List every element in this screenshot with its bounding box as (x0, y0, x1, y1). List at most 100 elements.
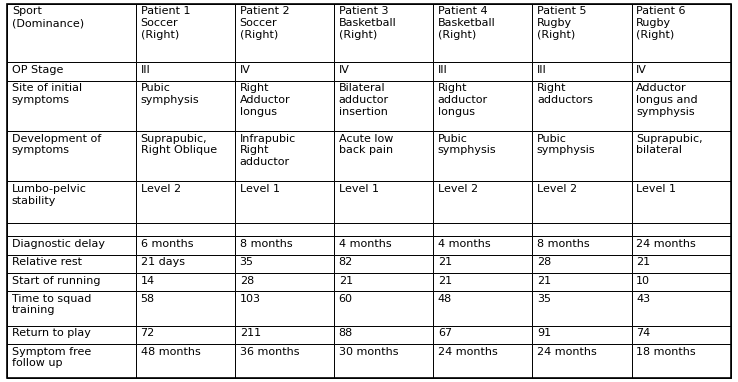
Text: 21: 21 (537, 275, 551, 286)
Bar (7, 223, 136, 236)
Bar (7, 4, 136, 62)
Bar (136, 236, 235, 255)
Text: 8 months: 8 months (537, 239, 590, 249)
Text: 28: 28 (240, 275, 254, 286)
Text: 21: 21 (339, 275, 353, 286)
Text: IV: IV (240, 65, 250, 75)
Bar (235, 344, 334, 378)
Bar (235, 291, 334, 325)
Bar (7, 181, 136, 223)
Bar (334, 325, 433, 344)
Bar (136, 4, 235, 62)
Text: Patient 3
Basketball
(Right): Patient 3 Basketball (Right) (339, 6, 396, 40)
Bar (433, 62, 532, 81)
Text: OP Stage: OP Stage (12, 65, 63, 75)
Bar (136, 223, 235, 236)
Text: 67: 67 (438, 328, 452, 338)
Text: Level 2: Level 2 (537, 184, 577, 194)
Bar (235, 181, 334, 223)
Text: 58: 58 (140, 294, 155, 304)
Bar (532, 4, 632, 62)
Text: Time to squad
training: Time to squad training (12, 294, 92, 316)
Text: 48: 48 (438, 294, 452, 304)
Text: Acute low
back pain: Acute low back pain (339, 134, 393, 155)
Text: Bilateral
adductor
insertion: Bilateral adductor insertion (339, 83, 389, 117)
Bar (433, 236, 532, 255)
Text: 30 months: 30 months (339, 346, 399, 356)
Text: 8 months: 8 months (240, 239, 292, 249)
Bar (136, 181, 235, 223)
Bar (532, 81, 632, 131)
Text: 36 months: 36 months (240, 346, 299, 356)
Bar (235, 131, 334, 181)
Bar (334, 273, 433, 291)
Bar (433, 325, 532, 344)
Text: 24 months: 24 months (636, 239, 696, 249)
Bar (235, 223, 334, 236)
Bar (136, 344, 235, 378)
Bar (532, 273, 632, 291)
Text: 24 months: 24 months (537, 346, 596, 356)
Bar (632, 223, 731, 236)
Bar (7, 344, 136, 378)
Bar (632, 273, 731, 291)
Bar (532, 181, 632, 223)
Text: 91: 91 (537, 328, 551, 338)
Text: Patient 4
Basketball
(Right): Patient 4 Basketball (Right) (438, 6, 495, 40)
Bar (7, 291, 136, 325)
Bar (532, 62, 632, 81)
Bar (433, 4, 532, 62)
Text: Symptom free
follow up: Symptom free follow up (12, 346, 91, 368)
Bar (632, 291, 731, 325)
Text: III: III (438, 65, 447, 75)
Bar (532, 255, 632, 273)
Text: IV: IV (339, 65, 350, 75)
Bar (7, 236, 136, 255)
Bar (136, 291, 235, 325)
Text: 28: 28 (537, 257, 551, 267)
Text: 88: 88 (339, 328, 353, 338)
Text: 72: 72 (140, 328, 155, 338)
Text: Site of initial
symptoms: Site of initial symptoms (12, 83, 82, 105)
Text: Development of
symptoms: Development of symptoms (12, 134, 101, 155)
Bar (632, 236, 731, 255)
Bar (433, 255, 532, 273)
Text: Level 2: Level 2 (438, 184, 478, 194)
Bar (632, 62, 731, 81)
Text: 14: 14 (140, 275, 155, 286)
Bar (334, 131, 433, 181)
Text: 60: 60 (339, 294, 353, 304)
Bar (235, 81, 334, 131)
Bar (532, 223, 632, 236)
Bar (7, 62, 136, 81)
Text: 21: 21 (636, 257, 650, 267)
Bar (632, 255, 731, 273)
Text: 24 months: 24 months (438, 346, 497, 356)
Text: Suprapubic,
Right Oblique: Suprapubic, Right Oblique (140, 134, 217, 155)
Bar (235, 273, 334, 291)
Text: Level 2: Level 2 (140, 184, 181, 194)
Bar (7, 325, 136, 344)
Text: Sport
(Dominance): Sport (Dominance) (12, 6, 84, 28)
Text: Right
Adductor
longus: Right Adductor longus (240, 83, 290, 117)
Text: Patient 2
Soccer
(Right): Patient 2 Soccer (Right) (240, 6, 289, 40)
Text: 74: 74 (636, 328, 650, 338)
Text: Right
adductor
longus: Right adductor longus (438, 83, 488, 117)
Text: Pubic
symphysis: Pubic symphysis (438, 134, 497, 155)
Bar (433, 223, 532, 236)
Bar (235, 325, 334, 344)
Text: IV: IV (636, 65, 646, 75)
Bar (532, 291, 632, 325)
Text: Diagnostic delay: Diagnostic delay (12, 239, 105, 249)
Text: 48 months: 48 months (140, 346, 200, 356)
Text: 82: 82 (339, 257, 353, 267)
Text: Level 1: Level 1 (339, 184, 379, 194)
Bar (433, 273, 532, 291)
Bar (433, 181, 532, 223)
Bar (334, 181, 433, 223)
Bar (136, 325, 235, 344)
Text: 21: 21 (438, 257, 452, 267)
Bar (334, 291, 433, 325)
Bar (334, 344, 433, 378)
Bar (7, 131, 136, 181)
